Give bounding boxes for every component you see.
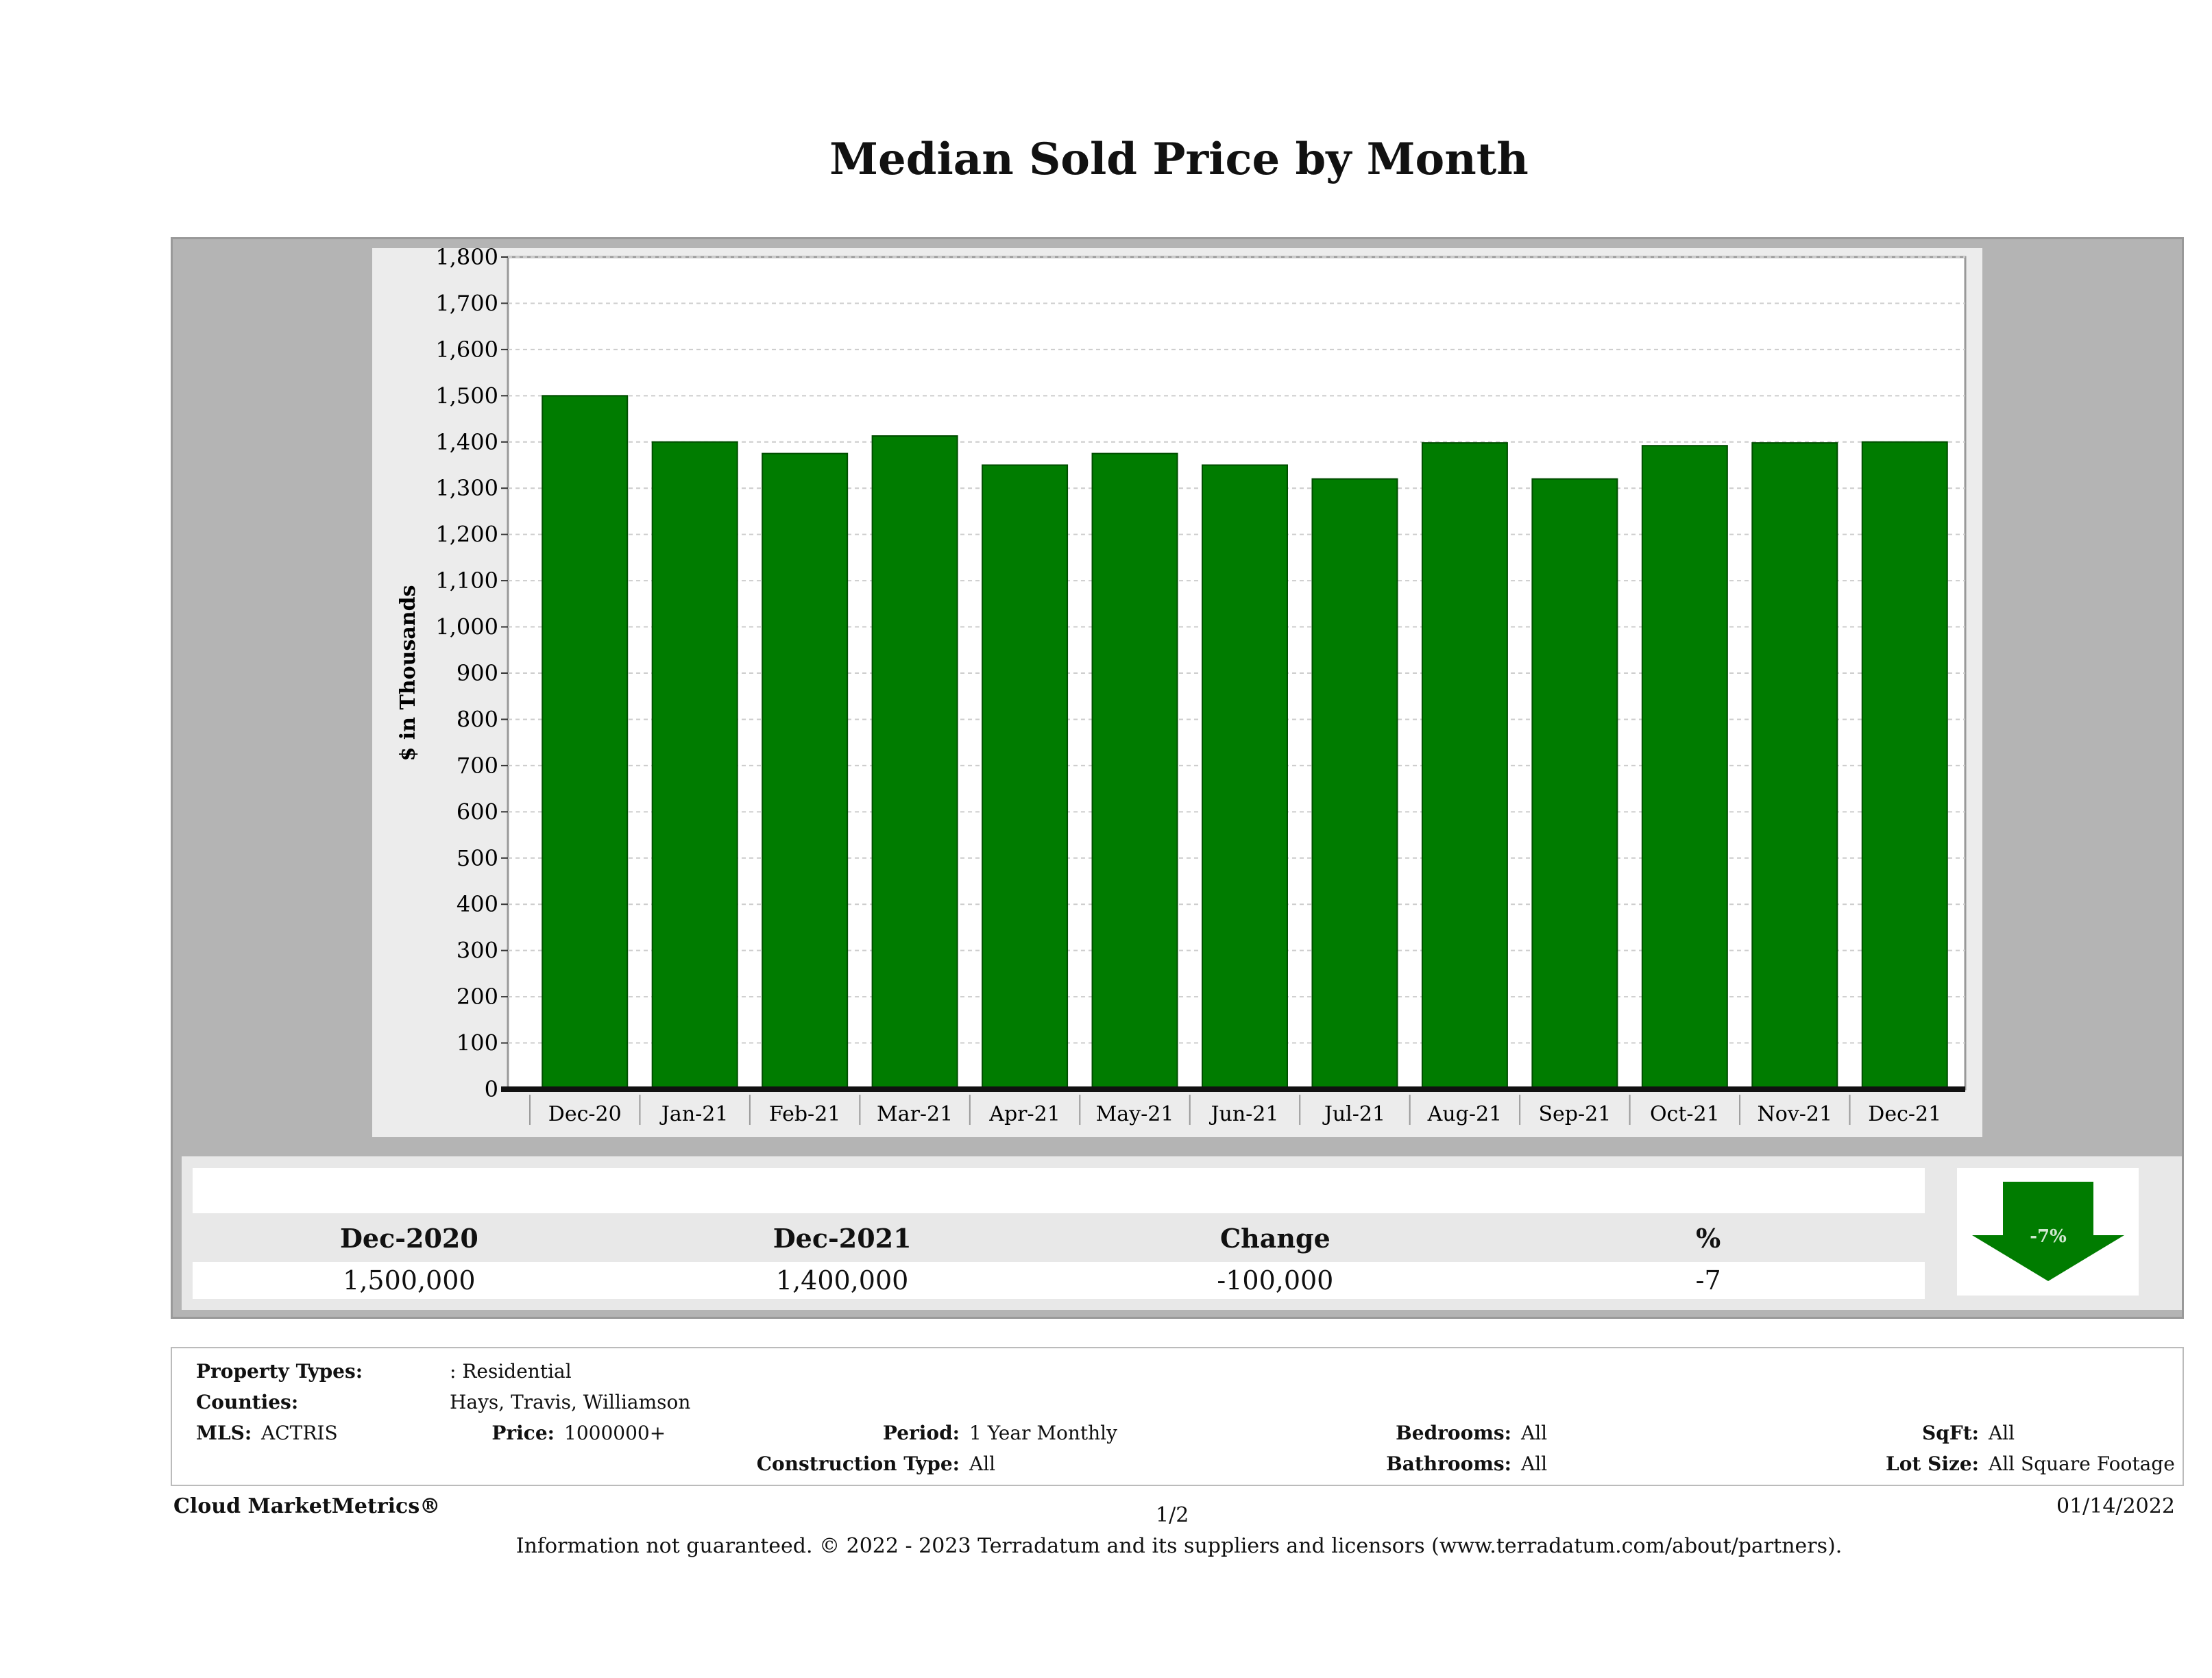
value-start: 1,500,000: [343, 1265, 476, 1296]
y-tick-label: 200: [457, 984, 498, 1010]
sqft-value: All: [1989, 1422, 2015, 1444]
x-tick-label: Sep-21: [1538, 1102, 1611, 1126]
x-tick-label: Dec-21: [1868, 1102, 1941, 1126]
y-tick-label: 500: [457, 845, 498, 871]
y-tick-label: 100: [457, 1030, 498, 1056]
bar-Apr-21: [982, 464, 1069, 1090]
header-percent: %: [1696, 1223, 1721, 1254]
bathrooms-value: All: [1521, 1452, 1548, 1475]
period-value: 1 Year Monthly: [969, 1422, 1117, 1444]
y-tick-label: 300: [457, 938, 498, 964]
property-types-label: Property Types:: [196, 1360, 363, 1383]
bar-Jan-21: [651, 441, 738, 1090]
filter-info: Property Types: : Residential Counties: …: [171, 1347, 2184, 1486]
x-tick-label: Jun-21: [1209, 1102, 1279, 1126]
change-badge-label: -7%: [2030, 1226, 2067, 1247]
y-tick-label: 1,000: [435, 614, 498, 640]
x-tick-label: Oct-21: [1650, 1102, 1720, 1126]
bar-Oct-21: [1641, 445, 1728, 1090]
counties-label: Counties:: [196, 1391, 299, 1413]
construction-label: Construction Type:: [756, 1452, 960, 1475]
bar-Jul-21: [1311, 478, 1398, 1090]
header-start: Dec-2020: [339, 1223, 478, 1254]
y-tick-label: 1,800: [435, 248, 498, 270]
bar-Aug-21: [1421, 442, 1508, 1091]
y-tick-label: 1,300: [435, 475, 498, 501]
y-tick-label: 1,500: [435, 382, 498, 409]
summary-blank-row: [193, 1168, 1925, 1213]
value-change: -100,000: [1217, 1265, 1334, 1296]
price-value: 1000000+: [564, 1422, 666, 1444]
y-tick-label: 700: [457, 753, 498, 779]
disclaimer: Information not guaranteed. © 2022 - 202…: [515, 1534, 1843, 1558]
x-tick-label: Mar-21: [877, 1102, 953, 1126]
y-tick-label: 800: [457, 706, 498, 732]
price-label: Price:: [491, 1422, 555, 1444]
counties-value: Hays, Travis, Williamson: [450, 1391, 691, 1413]
y-tick-label: 400: [457, 891, 498, 917]
report-date: 01/14/2022: [2056, 1494, 2175, 1518]
y-tick-label: 900: [457, 660, 498, 686]
bar-Feb-21: [762, 452, 849, 1090]
x-tick-label: Apr-21: [988, 1102, 1060, 1126]
x-tick-label: Dec-20: [548, 1102, 622, 1126]
bathrooms-label: Bathrooms:: [1386, 1452, 1511, 1475]
bedrooms-label: Bedrooms:: [1396, 1422, 1511, 1444]
bar-Nov-21: [1751, 442, 1838, 1091]
lot-size-value: All Square Footage: [1989, 1452, 2175, 1475]
bar-Dec-21: [1861, 441, 1948, 1090]
x-tick-label: Aug-21: [1427, 1102, 1503, 1126]
change-badge: -7%: [1957, 1168, 2139, 1296]
summary-value-row: 1,500,000 1,400,000 -100,000 -7: [193, 1262, 1925, 1299]
bar-Dec-20: [542, 395, 629, 1091]
property-types-value: : Residential: [450, 1360, 572, 1383]
page-number: 1/2: [1156, 1503, 1189, 1527]
bar-Sep-21: [1531, 478, 1618, 1090]
mls-label: MLS:: [196, 1422, 252, 1444]
header-end: Dec-2021: [773, 1223, 912, 1254]
y-tick-label: 1,700: [435, 290, 498, 316]
lot-size-label: Lot Size:: [1886, 1452, 1979, 1475]
y-tick-label: 1,100: [435, 568, 498, 594]
mls-value: ACTRIS: [261, 1422, 338, 1444]
y-tick-label: 1,400: [435, 429, 498, 455]
header-change: Change: [1219, 1223, 1330, 1254]
y-tick-label: 1,600: [435, 337, 498, 363]
summary-header-row: Dec-2020 Dec-2021 Change %: [193, 1217, 1925, 1261]
brand-label: Cloud MarketMetrics®: [173, 1494, 441, 1518]
x-tick-label: Jul-21: [1322, 1102, 1385, 1126]
value-end: 1,400,000: [775, 1265, 909, 1296]
x-tick-label: May-21: [1096, 1102, 1174, 1126]
y-tick-label: 600: [457, 799, 498, 825]
bar-Mar-21: [871, 435, 958, 1090]
value-percent: -7: [1695, 1265, 1721, 1296]
bar-May-21: [1091, 452, 1178, 1090]
y-axis-label: $ in Thousands: [396, 585, 420, 762]
y-tick-label: 1,200: [435, 522, 498, 548]
bar-chart: 0 100 200 300 400 500 600 700 800 900 1,000 1,100 1,…: [396, 248, 1967, 1126]
down-arrow-icon: -7%: [1972, 1182, 2124, 1281]
period-label: Period:: [882, 1422, 960, 1444]
construction-value: All: [969, 1452, 996, 1475]
sqft-label: SqFt:: [1922, 1422, 1979, 1444]
bedrooms-value: All: [1521, 1422, 1548, 1444]
summary-panel: Dec-2020 Dec-2021 Change % 1,500,000 1,4…: [182, 1156, 2182, 1310]
x-tick-label: Feb-21: [769, 1102, 840, 1126]
y-tick-label: 0: [485, 1076, 498, 1102]
bar-Jun-21: [1202, 464, 1288, 1090]
x-tick-label: Jan-21: [659, 1102, 729, 1126]
x-tick-label: Nov-21: [1758, 1102, 1833, 1126]
page-title: Median Sold Price by Month: [829, 134, 1529, 185]
